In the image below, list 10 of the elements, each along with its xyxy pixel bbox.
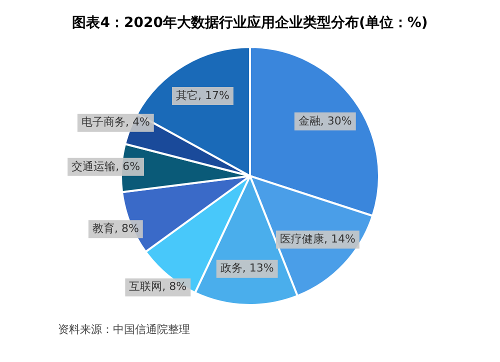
chart-title: 图表4：2020年大数据行业应用企业类型分布(单位：%) <box>71 14 429 33</box>
slice-label: 政务, 13% <box>220 262 274 275</box>
slice-label: 金融, 30% <box>298 114 352 128</box>
slice-label: 医疗健康, 14% <box>280 232 356 246</box>
slice-label: 交通运输, 6% <box>72 160 140 173</box>
slice-label: 互联网, 8% <box>129 280 187 294</box>
slice-label: 其它, 17% <box>176 88 230 102</box>
slice-label: 电子商务, 4% <box>81 116 150 129</box>
slice-label: 教育, 8% <box>92 222 139 236</box>
text: 资料来源：中国信通院整理 <box>57 322 191 337</box>
